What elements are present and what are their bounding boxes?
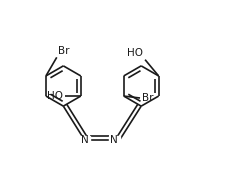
- Text: N: N: [81, 135, 88, 145]
- Text: Br: Br: [58, 46, 70, 56]
- Text: N: N: [110, 135, 118, 145]
- Bar: [79, 136, 90, 144]
- Text: HO: HO: [47, 91, 63, 101]
- Bar: [109, 136, 120, 144]
- Text: HO: HO: [127, 48, 143, 58]
- Text: Br: Br: [142, 93, 153, 103]
